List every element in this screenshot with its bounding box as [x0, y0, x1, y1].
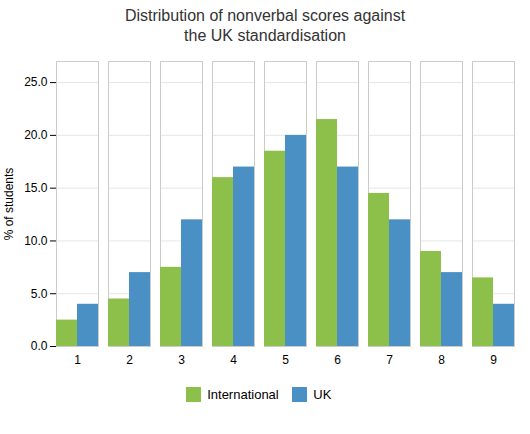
svg-text:% of students: % of students	[2, 168, 16, 241]
svg-text:8: 8	[438, 353, 445, 367]
svg-text:9: 9	[490, 353, 497, 367]
svg-text:5: 5	[282, 353, 289, 367]
svg-text:0.0: 0.0	[31, 339, 48, 353]
svg-text:15.0: 15.0	[24, 181, 48, 195]
svg-text:6: 6	[334, 353, 341, 367]
svg-text:3: 3	[178, 353, 185, 367]
svg-text:1: 1	[74, 353, 81, 367]
html-text:International: International	[207, 387, 279, 402]
svg-text:7: 7	[386, 353, 393, 367]
svg-text:20.0: 20.0	[24, 128, 48, 142]
svg-text:4: 4	[230, 353, 237, 367]
svg-text:25.0: 25.0	[24, 75, 48, 89]
html-text:Distribution of nonverbal scor: Distribution of nonverbal scores against	[124, 7, 406, 24]
html-text:the UK standardisation: the UK standardisation	[184, 27, 346, 44]
svg-text:2: 2	[126, 353, 133, 367]
svg-text:5.0: 5.0	[31, 287, 48, 301]
svg-text:10.0: 10.0	[24, 234, 48, 248]
html-text:UK: UK	[313, 387, 332, 402]
